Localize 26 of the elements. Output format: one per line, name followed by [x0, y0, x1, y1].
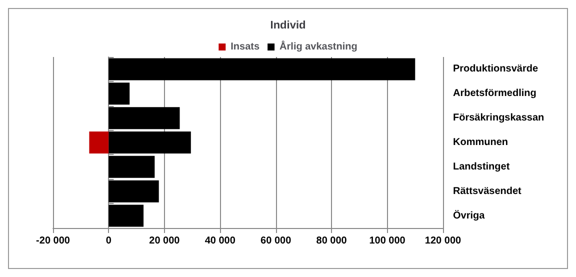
x-tick-label: 0 — [106, 236, 112, 246]
x-tick-label: 20 000 — [149, 236, 180, 246]
y-tick-label: Rättsväsendet — [453, 186, 522, 197]
y-tick-label: Övriga — [453, 209, 486, 222]
chart-title: Individ — [270, 20, 306, 32]
x-tick-label: 40 000 — [204, 236, 236, 246]
legend-label: Insats — [230, 42, 260, 52]
legend-label: Årlig avkastning — [280, 40, 358, 52]
bar — [89, 132, 109, 154]
x-tick-label: -20 000 — [36, 236, 70, 246]
bar — [108, 82, 130, 105]
y-tick-label: Landstinget — [453, 161, 510, 172]
x-tick-label: 80 000 — [316, 236, 348, 246]
x-tick-label: 100 000 — [369, 236, 406, 246]
y-tick-label: Produktionsvärde — [453, 64, 538, 75]
bar — [108, 204, 144, 227]
bar — [108, 107, 180, 130]
bar — [108, 132, 191, 154]
y-tick-label: Kommunen — [453, 137, 508, 148]
bar — [108, 180, 159, 202]
bar — [108, 156, 155, 178]
x-tick-label: 120 000 — [424, 236, 462, 246]
y-tick-label: Arbetsförmedling — [453, 88, 536, 100]
bar — [108, 58, 416, 80]
x-tick-label: 60 000 — [260, 236, 292, 246]
y-tick-label: Försäkringskassan — [453, 112, 544, 124]
